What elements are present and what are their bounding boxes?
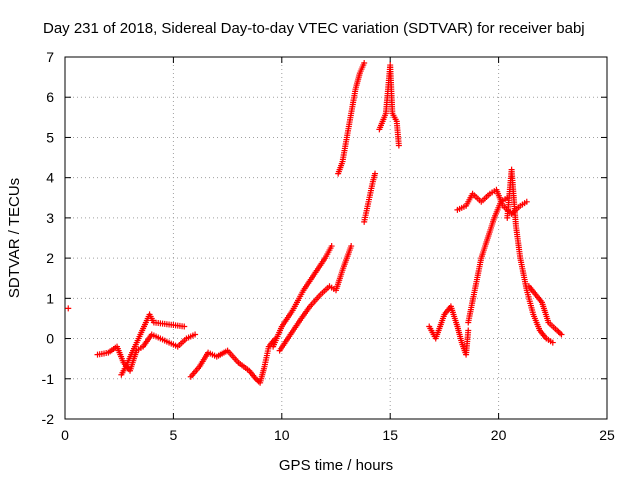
- axis-ticks: 0 5 10 15 20 25 -2 -1 0 1 2 3 4 5 6 7: [42, 49, 615, 443]
- data-point: [65, 305, 72, 312]
- plot-frame: [64, 56, 608, 420]
- x-tick-label: 10: [274, 427, 290, 443]
- y-tick-label: 0: [46, 331, 54, 347]
- data-point: [328, 243, 335, 250]
- y-tick-label: 5: [46, 129, 54, 145]
- y-tick-label: -1: [42, 371, 55, 387]
- data-point: [558, 331, 565, 338]
- y-axis-label: SDTVAR / TECUs: [6, 178, 23, 298]
- data-point: [181, 323, 188, 330]
- data-marks: [65, 60, 565, 386]
- data-point: [372, 170, 379, 177]
- y-tick-label: 2: [46, 250, 54, 266]
- chart-title: Day 231 of 2018, Sidereal Day-to-day VTE…: [43, 20, 585, 37]
- y-tick-label: 3: [46, 210, 54, 226]
- y-tick-label: -2: [42, 411, 55, 427]
- x-tick-label: 5: [170, 427, 178, 443]
- y-tick-label: 7: [46, 49, 54, 65]
- data-point: [395, 142, 402, 149]
- y-tick-label: 1: [46, 290, 54, 306]
- y-tick-label: 6: [46, 89, 54, 105]
- x-tick-label: 20: [491, 427, 507, 443]
- data-point: [348, 243, 355, 250]
- y-tick-label: 4: [46, 170, 54, 186]
- grid: [65, 57, 607, 419]
- data-point: [361, 60, 368, 67]
- data-point: [523, 198, 530, 205]
- data-point: [549, 339, 556, 346]
- x-tick-label: 15: [382, 427, 398, 443]
- x-tick-label: 25: [599, 427, 615, 443]
- data-point: [192, 331, 199, 338]
- x-tick-label: 0: [61, 427, 69, 443]
- x-axis-label: GPS time / hours: [279, 457, 393, 474]
- data-point: [465, 327, 472, 334]
